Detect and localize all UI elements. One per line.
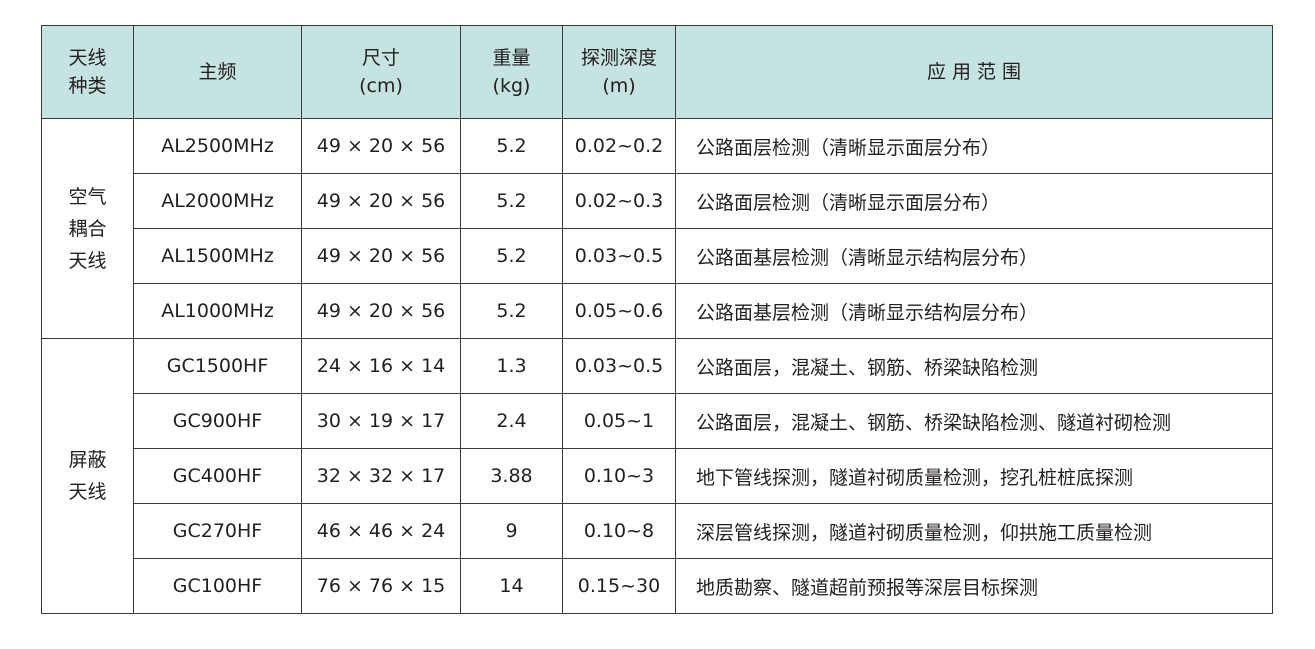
freq-cell: GC400HF (133, 448, 302, 504)
column-header: 重量 (kg) (460, 25, 563, 119)
freq-cell: AL2500MHz (133, 118, 302, 174)
antenna-spec-table: 天线 种类 主频 尺寸 (cm) 重量 (kg) 探测深度 (m) 应 用 范 围 空气 耦合 天线 A… (41, 25, 1273, 614)
header-row: 天线种类 主频 尺寸 (cm) 重量 (kg) 探测深度 (m) 应 用 范 围 (41, 25, 1273, 119)
column-header: 探测深度 (m) (562, 25, 676, 119)
size-cell: 49 × 20 × 56 (301, 228, 461, 284)
weight-cell: 5.2 (460, 173, 563, 229)
table-row: GC270HF 46 × 46 × 24 9 0.10~8 深层管线探测，隧道衬砌质量检… (42, 503, 1273, 559)
freq-cell: AL1000MHz (133, 283, 302, 339)
header-unit: (cm) (359, 75, 403, 97)
freq-cell: GC1500HF (133, 338, 302, 394)
header-line: 尺寸 (361, 47, 400, 69)
freq-cell: AL1500MHz (133, 228, 302, 284)
size-cell: 24 × 16 × 14 (301, 338, 461, 394)
weight-cell: 3.88 (460, 448, 563, 504)
freq-cell: AL2000MHz (133, 173, 302, 229)
table-row: AL1500MHz 49 × 20 × 56 5.2 0.03~0.5 公路面基层检测（… (42, 228, 1273, 284)
size-cell: 49 × 20 × 56 (301, 173, 461, 229)
header-unit: 种类 (68, 75, 107, 97)
size-cell: 32 × 32 × 17 (301, 448, 461, 504)
depth-cell: 0.02~0.3 (562, 173, 676, 229)
antenna-type-line: 天线 (68, 249, 107, 272)
app-cell: 深层管线探测，隧道衬砌质量检测，仰拱施工质量检测 (675, 503, 1273, 559)
antenna-type-line: 空气 (68, 185, 107, 208)
weight-cell: 5.2 (460, 228, 563, 284)
app-cell: 公路面基层检测（清晰显示结构层分布） (675, 283, 1273, 339)
app-cell: 公路面层，混凝土、钢筋、桥梁缺陷检测、隧道衬砌检测 (675, 393, 1273, 449)
depth-cell: 0.05~0.6 (562, 283, 676, 339)
app-cell: 地下管线探测，隧道衬砌质量检测，挖孔桩桩底探测 (675, 448, 1273, 504)
header-line: 天线 (68, 47, 107, 69)
table-row: GC400HF 32 × 32 × 17 3.88 0.10~3 地下管线探测，隧道衬砌… (42, 448, 1273, 504)
weight-cell: 14 (460, 558, 563, 614)
column-header: 天线 种类 (41, 25, 134, 119)
depth-cell: 0.03~0.5 (562, 338, 676, 394)
depth-cell: 0.10~8 (562, 503, 676, 559)
app-cell: 公路面层检测（清晰显示面层分布） (675, 118, 1273, 174)
size-cell: 30 × 19 × 17 (301, 393, 461, 449)
table-row: 屏蔽 天线 GC1500HF 24 × 16 × 14 1.3 0.03~0.5 公路面层，… (41, 338, 1273, 614)
header-line: 重量 (492, 47, 531, 69)
header-unit: (kg) (492, 75, 531, 97)
antenna-type-line: 天线 (68, 481, 107, 503)
column-header: 尺寸 (cm) (301, 25, 461, 119)
depth-cell: 0.15~30 (562, 558, 676, 614)
header-line: 探测深度 (580, 47, 657, 69)
weight-cell: 9 (460, 503, 563, 559)
column-header: 应 用 范 围 (675, 25, 1273, 119)
depth-cell: 0.03~0.5 (562, 228, 676, 284)
app-cell: 公路面基层检测（清晰显示结构层分布） (675, 228, 1273, 284)
antenna-type-line: 屏蔽 (68, 449, 107, 471)
weight-cell: 2.4 (460, 393, 563, 449)
depth-cell: 0.10~3 (562, 448, 676, 504)
freq-cell: GC900HF (133, 393, 302, 449)
weight-cell: 1.3 (460, 338, 563, 394)
header-line: 主频 (198, 61, 237, 83)
header-line: 应 用 范 围 (926, 61, 1022, 83)
table-row: GC900HF 30 × 19 × 17 2.4 0.05~1 公路面层，混凝土、钢筋、… (42, 393, 1273, 449)
column-header: 主频 (133, 25, 302, 119)
size-cell: 46 × 46 × 24 (301, 503, 461, 559)
weight-cell: 5.2 (460, 118, 563, 174)
depth-cell: 0.02~0.2 (562, 118, 676, 174)
depth-cell: 0.05~1 (562, 393, 676, 449)
antenna-type-cell: 空气 耦合 天线 (41, 118, 134, 339)
table-row: GC100HF 76 × 76 × 15 14 0.15~30 地质勘察、隧道超前预报等… (42, 558, 1273, 614)
app-cell: 地质勘察、隧道超前预报等深层目标探测 (675, 558, 1273, 614)
size-cell: 49 × 20 × 56 (301, 118, 461, 174)
size-cell: 49 × 20 × 56 (301, 283, 461, 339)
table-row: 空气 耦合 天线 AL2500MHz 49 × 20 × 56 5.2 0.02~0.2 公路… (41, 118, 1273, 339)
freq-cell: GC100HF (133, 558, 302, 614)
antenna-type-cell: 屏蔽 天线 (41, 338, 134, 614)
app-cell: 公路面层检测（清晰显示面层分布） (675, 173, 1273, 229)
weight-cell: 5.2 (460, 283, 563, 339)
table-row: AL1000MHz 49 × 20 × 56 5.2 0.05~0.6 公路面基层检测（… (42, 283, 1273, 339)
header-unit: (m) (602, 75, 636, 97)
table-row: AL2000MHz 49 × 20 × 56 5.2 0.02~0.3 公路面层检测（清… (42, 173, 1273, 229)
app-cell: 公路面层，混凝土、钢筋、桥梁缺陷检测 (675, 338, 1273, 394)
size-cell: 76 × 76 × 15 (301, 558, 461, 614)
freq-cell: GC270HF (133, 503, 302, 559)
antenna-type-line: 耦合 (68, 217, 107, 240)
